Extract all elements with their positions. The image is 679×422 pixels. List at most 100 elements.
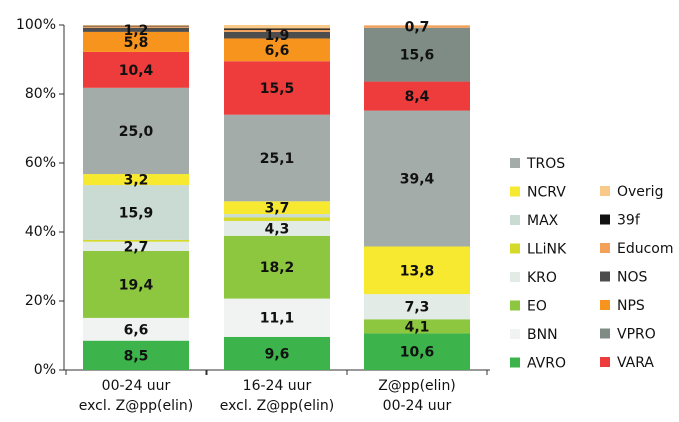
y-tick-label: 80% xyxy=(25,86,56,102)
x-tick-label: excl. Z@pp(elin) xyxy=(220,398,334,414)
bar-segment xyxy=(83,31,189,52)
y-tick-label: 20% xyxy=(25,293,56,309)
bar-segment xyxy=(83,25,189,26)
legend-label: MAX xyxy=(527,213,559,229)
legend-swatch xyxy=(600,300,610,310)
value-label: 2,7 xyxy=(124,239,149,255)
bar-segment xyxy=(224,336,330,370)
bar-segment xyxy=(224,114,330,202)
legend-label: NPS xyxy=(617,298,645,314)
bar-segment xyxy=(83,25,189,27)
value-label: 9,6 xyxy=(265,346,290,362)
bar-segment xyxy=(364,319,470,334)
legend-swatch xyxy=(510,272,520,282)
legend-label: VPRO xyxy=(617,327,656,343)
legend-swatch xyxy=(600,328,610,339)
value-label: 1,9 xyxy=(265,28,290,44)
legend-swatch xyxy=(600,186,610,196)
bar-segment xyxy=(224,38,330,62)
bar-segment xyxy=(364,333,470,370)
legend-label: NOS xyxy=(617,270,647,286)
legend-swatch xyxy=(510,357,520,368)
legend-swatch xyxy=(510,158,520,168)
legend-swatch xyxy=(510,243,520,254)
value-label: 25,0 xyxy=(119,124,154,140)
bar-segment xyxy=(83,239,189,242)
bar-segment xyxy=(224,28,330,30)
bar-segment xyxy=(224,29,330,32)
value-label: 15,9 xyxy=(119,206,154,222)
y-tick-label: 0% xyxy=(34,362,56,378)
legend-label: Overig xyxy=(617,184,663,200)
value-label: 8,4 xyxy=(405,89,430,105)
legend-swatch xyxy=(600,271,610,282)
legend-swatch xyxy=(510,300,520,311)
bar-segment xyxy=(364,110,470,247)
bar-segment xyxy=(83,317,189,341)
value-label: 7,3 xyxy=(405,300,430,316)
bar-segment xyxy=(364,246,470,295)
legend-swatch xyxy=(600,214,610,225)
value-label: 25,1 xyxy=(260,151,295,167)
value-label: 6,6 xyxy=(124,322,149,338)
y-tick-label: 40% xyxy=(25,224,56,240)
value-label: 4,1 xyxy=(405,319,430,335)
value-label: 15,5 xyxy=(260,81,295,97)
bar-segment xyxy=(364,81,470,111)
value-label: 10,4 xyxy=(119,63,154,79)
bar-segment xyxy=(83,241,189,251)
legend-label: Educom xyxy=(617,241,674,257)
legend-swatch xyxy=(510,215,520,225)
value-label: 3,2 xyxy=(124,173,149,189)
x-tick-label: Z@pp(elin) xyxy=(378,378,456,394)
legend-label: AVRO xyxy=(527,356,566,372)
x-tick-label: excl. Z@pp(elin) xyxy=(79,398,193,414)
bar-segment xyxy=(224,220,330,236)
bar-segment xyxy=(83,340,189,370)
bar-segment xyxy=(83,51,189,88)
bar-segment xyxy=(224,217,330,221)
bar-segment xyxy=(83,185,189,240)
bar-segment xyxy=(364,27,470,82)
legend-swatch xyxy=(510,329,520,339)
bar-segment xyxy=(224,235,330,299)
value-label: 39,4 xyxy=(400,172,435,188)
value-label: 10,6 xyxy=(400,345,435,361)
bar-segment xyxy=(224,31,330,39)
value-label: 0,7 xyxy=(405,20,430,36)
legend-label: KRO xyxy=(527,270,557,286)
bar-segment xyxy=(83,174,189,186)
value-label: 15,6 xyxy=(400,48,435,64)
bar-segment xyxy=(224,61,330,115)
x-tick-label: 00-24 uur xyxy=(102,378,171,394)
legend-label: TROS xyxy=(526,156,565,172)
y-tick-label: 100% xyxy=(16,17,56,33)
bar-segment xyxy=(224,25,330,29)
legend-label: NCRV xyxy=(527,185,566,201)
legend-label: 39f xyxy=(617,213,641,229)
value-label: 8,5 xyxy=(124,348,149,364)
x-tick-label: 00-24 uur xyxy=(383,398,452,414)
bar-segment xyxy=(83,87,189,175)
value-label: 5,8 xyxy=(124,35,149,51)
legend-label: LLiNK xyxy=(527,242,567,258)
value-label: 4,3 xyxy=(265,221,290,237)
value-label: 3,7 xyxy=(265,201,290,217)
bar-segment xyxy=(364,294,470,320)
value-label: 13,8 xyxy=(400,263,435,279)
value-label: 18,2 xyxy=(260,260,295,276)
value-label: 1,2 xyxy=(124,23,149,39)
bar-segment xyxy=(224,298,330,337)
value-label: 6,6 xyxy=(265,43,290,59)
x-tick-label: 16-24 uur xyxy=(243,378,312,394)
legend-label: EO xyxy=(527,299,547,315)
bar-segment xyxy=(83,27,189,32)
legend-swatch xyxy=(600,357,610,367)
y-tick-label: 60% xyxy=(25,155,56,171)
bar-segment xyxy=(224,201,330,215)
value-label: 19,4 xyxy=(119,277,154,293)
legend-swatch xyxy=(600,243,610,253)
bar-segment xyxy=(364,25,470,28)
legend-swatch xyxy=(510,186,520,197)
